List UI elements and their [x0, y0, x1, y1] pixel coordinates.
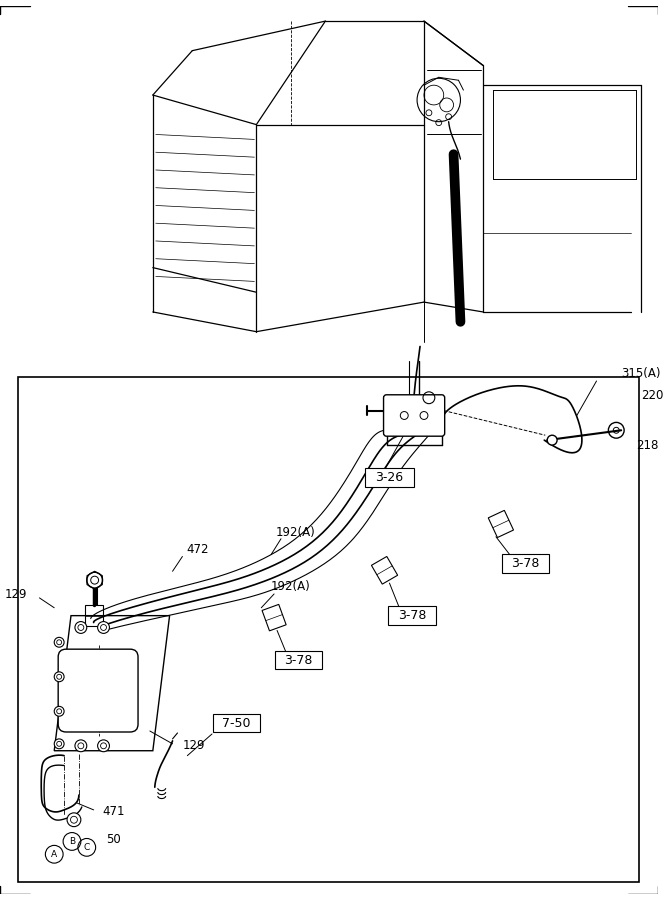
Circle shape — [97, 740, 109, 752]
Circle shape — [75, 622, 87, 634]
Circle shape — [97, 622, 109, 634]
FancyBboxPatch shape — [58, 649, 138, 732]
Bar — [18, 377, 639, 882]
Text: 3-78: 3-78 — [512, 557, 540, 570]
Text: B: B — [69, 837, 75, 846]
Text: 220: 220 — [641, 390, 663, 402]
Circle shape — [87, 572, 103, 588]
Text: 192(A): 192(A) — [271, 580, 311, 592]
Circle shape — [67, 813, 81, 826]
Text: 50: 50 — [106, 833, 121, 846]
Text: 471: 471 — [102, 806, 125, 818]
Circle shape — [54, 739, 64, 749]
Text: A: A — [51, 850, 57, 859]
Text: 192(A): 192(A) — [276, 526, 315, 539]
Text: 129: 129 — [182, 739, 205, 752]
Bar — [365, 468, 414, 487]
Text: 472: 472 — [186, 543, 209, 556]
Text: 218: 218 — [636, 438, 658, 452]
Circle shape — [54, 671, 64, 681]
Text: 129: 129 — [5, 589, 27, 601]
Text: 3-78: 3-78 — [398, 609, 426, 622]
Circle shape — [547, 436, 557, 446]
Text: 3-78: 3-78 — [285, 653, 313, 667]
Bar — [275, 651, 322, 670]
FancyBboxPatch shape — [384, 395, 445, 436]
Text: 315(A): 315(A) — [621, 366, 661, 380]
Circle shape — [54, 706, 64, 716]
Text: 3-26: 3-26 — [376, 471, 404, 484]
Bar — [388, 607, 436, 625]
Bar — [213, 714, 260, 733]
Text: 178: 178 — [117, 675, 139, 688]
Text: C: C — [83, 843, 90, 852]
Circle shape — [75, 740, 87, 752]
Bar — [502, 554, 549, 572]
Circle shape — [54, 637, 64, 647]
Text: 7-50: 7-50 — [222, 716, 251, 730]
